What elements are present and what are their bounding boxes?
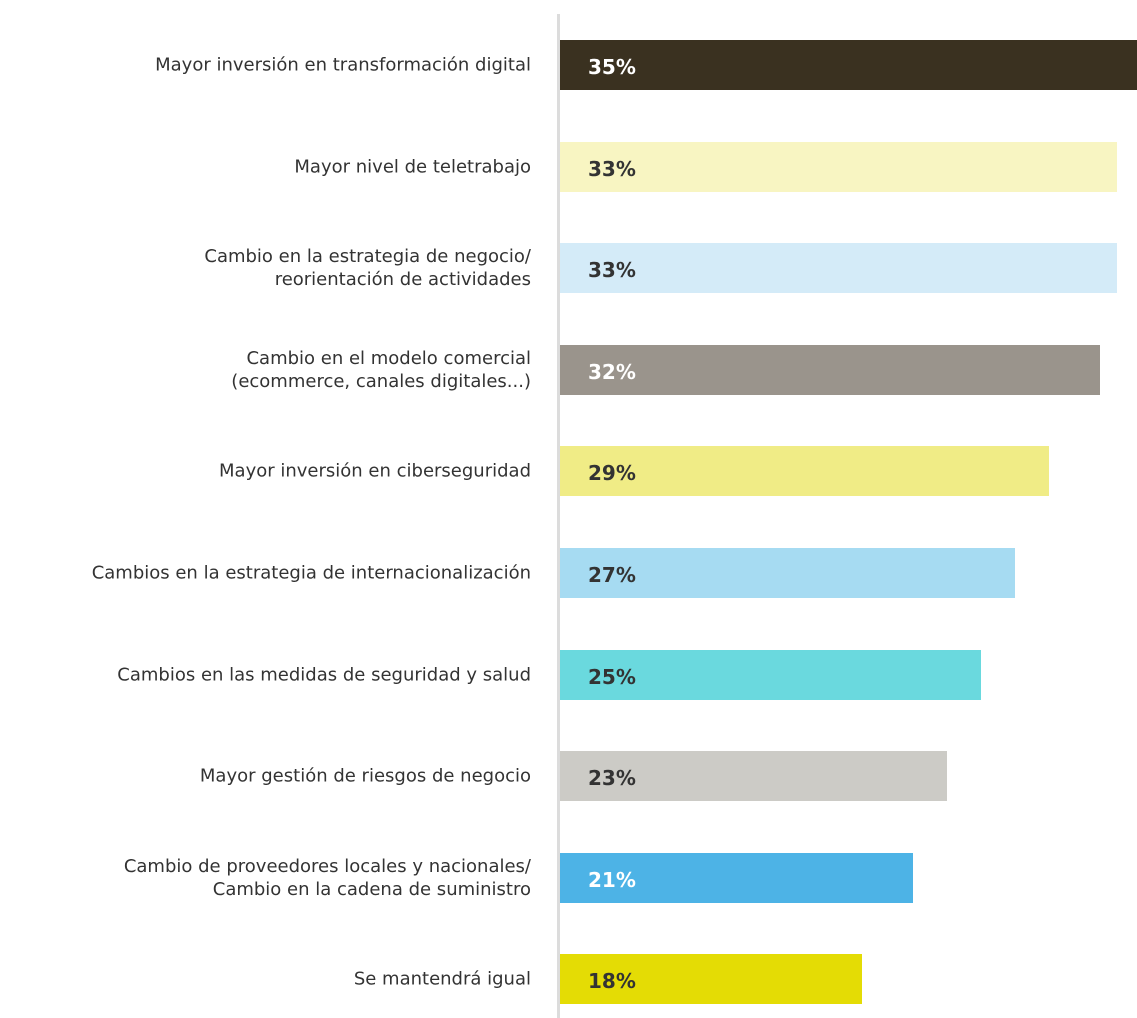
category-label: Cambio en la estrategia de negocio/ reor…: [204, 246, 531, 291]
category-label: Cambios en la estrategia de internaciona…: [91, 562, 531, 584]
bar: [560, 954, 862, 1005]
value-label: 33%: [588, 156, 636, 181]
value-label: 27%: [588, 563, 636, 587]
bar: [560, 649, 981, 700]
bar: [560, 751, 947, 802]
category-label: Mayor inversión en transformación digita…: [155, 54, 531, 76]
category-label: Cambios en las medidas de seguridad y sa…: [117, 664, 531, 686]
value-label: 23%: [588, 766, 636, 791]
bar: [560, 852, 913, 903]
value-label: 25%: [588, 664, 636, 689]
value-label: 21%: [588, 867, 636, 892]
bar: [560, 243, 1117, 294]
bar: [560, 446, 1049, 497]
bar: [560, 344, 1100, 395]
category-label: Cambio de proveedores locales y nacional…: [123, 855, 531, 900]
value-label: 29%: [588, 461, 636, 486]
value-label: 33%: [588, 258, 636, 283]
bar: [560, 548, 1015, 598]
category-label: Mayor inversión en ciberseguridad: [219, 460, 531, 482]
value-label: 32%: [588, 359, 636, 384]
value-label: 35%: [588, 55, 636, 79]
axis-line: [557, 14, 560, 1018]
category-label: Mayor nivel de teletrabajo: [294, 156, 531, 178]
bar: [560, 40, 1137, 90]
category-label: Mayor gestión de riesgos de negocio: [199, 765, 531, 787]
value-label: 18%: [588, 969, 636, 994]
category-label: Se mantendrá igual: [353, 968, 531, 990]
bar: [560, 141, 1117, 192]
category-label: Cambio en el modelo comercial (ecommerce…: [231, 347, 531, 392]
